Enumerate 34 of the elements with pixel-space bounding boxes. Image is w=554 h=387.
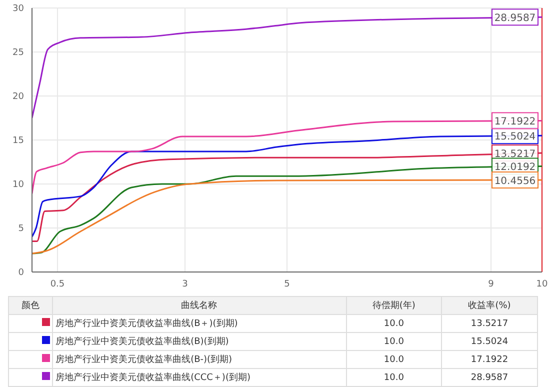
x-tick-label: 9: [488, 279, 494, 290]
y-tick-label: 25: [12, 48, 24, 58]
text: 曲线名称: [181, 301, 218, 311]
legend-label: 房地产行业中资美元债收益率曲线(B)(到期): [52, 332, 346, 350]
text: 17.1922: [470, 354, 508, 364]
data-label: 10.4556: [494, 176, 536, 187]
text: 收益率(%): [468, 301, 511, 311]
legend-label: 房地产行业中资美元债收益率曲线(B＋)(到期): [52, 314, 346, 332]
x-tick-label: 0.5: [50, 279, 65, 290]
data-label: 12.0192: [494, 162, 536, 174]
y-tick-label: 0: [18, 268, 24, 278]
data-label: 13.5217: [494, 149, 536, 160]
data-label: 28.9587: [494, 13, 536, 24]
data-label: 17.1922: [494, 116, 536, 128]
y-tick-label: 15: [12, 136, 24, 146]
y-tick-label: 10: [12, 180, 24, 190]
data-label: 15.5024: [494, 132, 536, 143]
text: 15.5024: [470, 336, 508, 346]
text: 10.0: [384, 372, 404, 382]
x-tick-label: 3: [182, 279, 188, 290]
text: 13.5217: [470, 318, 508, 328]
y-tick-label: 20: [12, 92, 24, 102]
legend-label: 房地产行业中资美元债收益率曲线(B-)(到期): [52, 350, 346, 368]
text: 待偿期(年): [372, 301, 416, 311]
y-tick-label: 30: [12, 4, 24, 14]
legend-label: 房地产行业中资美元债收益率曲线(CCC＋)(到期): [52, 368, 346, 386]
text: 颜色: [21, 301, 40, 311]
y-tick-label: 5: [18, 224, 24, 234]
x-tick-label: 5: [284, 279, 290, 290]
text: 28.9587: [470, 372, 508, 382]
x-tick-label: 10: [536, 279, 548, 290]
text: 10.0: [384, 354, 404, 364]
text: 10.0: [384, 318, 404, 328]
text: 10.0: [384, 336, 404, 346]
